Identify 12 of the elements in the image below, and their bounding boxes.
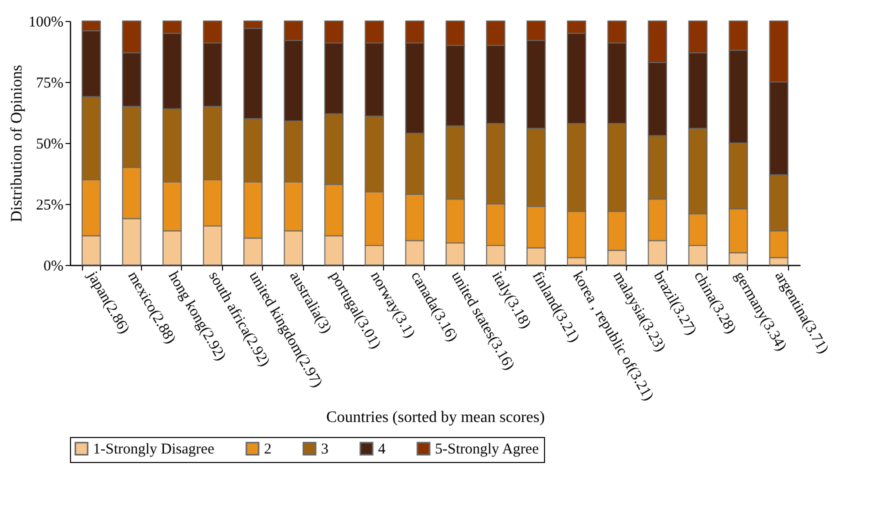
x-axis-title: Countries (sorted by mean scores) (326, 409, 545, 426)
y-tick-label: 50% (36, 136, 64, 152)
legend-label: 5-Strongly Agree (435, 442, 540, 458)
y-tick-label: 25% (36, 198, 64, 214)
legend-label: 2 (264, 442, 272, 458)
legend-label: 1-Strongly Disagree (93, 442, 215, 458)
y-axis-title: Distribution of Opinions (8, 64, 26, 222)
y-tick-label: 75% (36, 76, 64, 92)
legend-label: 4 (378, 442, 386, 458)
y-tick-label: 100% (28, 14, 64, 30)
legend-label: 3 (321, 442, 328, 458)
y-tick-label: 0% (44, 258, 64, 274)
